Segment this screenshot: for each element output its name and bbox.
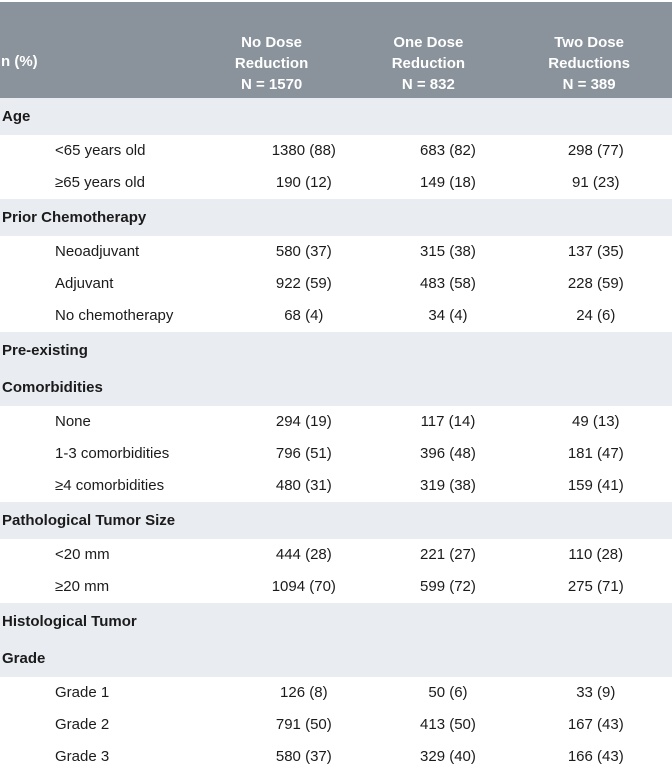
- row-label: ≥65 years old: [55, 174, 145, 191]
- column-header-no-dose-reduction: No Dose Reduction N = 1570: [193, 2, 351, 98]
- cell-value: 791 (50): [275, 716, 332, 733]
- column-header-n: N = 832: [401, 76, 455, 93]
- cell-value: 580 (37): [275, 748, 332, 765]
- column-header-line: Reduction: [234, 55, 309, 72]
- table-row: Grade 2 791 (50) 413 (50) 167 (43): [0, 709, 672, 741]
- row-label: Neoadjuvant: [55, 243, 140, 260]
- cell-value: 167 (43): [567, 716, 624, 733]
- row-label: ≥4 comorbidities: [55, 477, 165, 494]
- cell-value: 275 (71): [567, 578, 624, 595]
- header-corner-label: n (%): [0, 2, 193, 98]
- cell-value: 480 (31): [275, 477, 332, 494]
- table-row: Grade 3 580 (37) 329 (40) 166 (43): [0, 741, 672, 773]
- cell-value: 922 (59): [275, 275, 332, 292]
- cell-value: 396 (48): [420, 445, 476, 462]
- cell-value: 796 (51): [275, 445, 332, 462]
- cell-value: 294 (19): [275, 413, 332, 430]
- section-title-line: Comorbidities: [2, 379, 103, 396]
- row-label: <20 mm: [55, 546, 110, 563]
- cell-value: 166 (43): [567, 748, 624, 765]
- cell-value: 181 (47): [567, 445, 624, 462]
- table-row: <20 mm 444 (28) 221 (27) 110 (28): [0, 539, 672, 571]
- cell-value: 137 (35): [567, 243, 624, 260]
- cell-value: 329 (40): [420, 748, 476, 765]
- row-label: Grade 3: [55, 748, 110, 765]
- cell-value: 117 (14): [420, 413, 476, 430]
- cell-value: 580 (37): [275, 243, 332, 260]
- section-title-line: Grade: [2, 650, 46, 667]
- column-header-line: No Dose: [241, 34, 303, 51]
- row-label: ≥20 mm: [55, 578, 110, 595]
- cell-value: 683 (82): [420, 142, 476, 159]
- section-header: Pathological Tumor Size: [0, 502, 672, 539]
- section-title-line: Histological Tumor: [2, 613, 137, 630]
- cell-value: 319 (38): [420, 477, 476, 494]
- row-label: Grade 2: [55, 716, 110, 733]
- cell-value: 413 (50): [420, 716, 476, 733]
- row-label: <65 years old: [55, 142, 146, 159]
- column-header-line: Reductions: [548, 55, 630, 72]
- row-label: Adjuvant: [55, 275, 114, 292]
- cell-value: 298 (77): [567, 142, 624, 159]
- cell-value: 33 (9): [576, 684, 616, 701]
- table-row: Neoadjuvant 580 (37) 315 (38) 137 (35): [0, 236, 672, 268]
- table-row: None 294 (19) 117 (14) 49 (13): [0, 406, 672, 438]
- table-row: No chemotherapy 68 (4) 34 (4) 24 (6): [0, 300, 672, 332]
- section-title-line: Prior Chemotherapy: [2, 209, 147, 226]
- cell-value: 68 (4): [284, 307, 324, 324]
- cell-value: 24 (6): [576, 307, 616, 324]
- row-label: Grade 1: [55, 684, 110, 701]
- table-row: ≥65 years old 190 (12) 149 (18) 91 (23): [0, 167, 672, 199]
- cell-value: 91 (23): [572, 174, 620, 191]
- cell-value: 221 (27): [420, 546, 476, 563]
- cell-value: 49 (13): [572, 413, 620, 430]
- table-row: 1-3 comorbidities 796 (51) 396 (48) 181 (47…: [0, 438, 672, 470]
- cell-value: 50 (6): [428, 684, 468, 701]
- cell-value: 110 (28): [568, 546, 624, 563]
- row-label: None: [55, 413, 91, 430]
- cell-value: 483 (58): [420, 275, 476, 292]
- table-row: Adjuvant 922 (59) 483 (58) 228 (59): [0, 268, 672, 300]
- column-header-n: N = 1570: [240, 76, 303, 93]
- cell-value: 34 (4): [428, 307, 468, 324]
- column-header-n: N = 389: [562, 76, 616, 93]
- table-row: <65 years old 1380 (88) 683 (82) 298 (77): [0, 135, 672, 167]
- cell-value: 149 (18): [420, 174, 476, 191]
- section-header: Age: [0, 98, 672, 135]
- row-label: No chemotherapy: [55, 307, 174, 324]
- cell-value: 444 (28): [275, 546, 332, 563]
- section-header: Pre-existing Comorbidities: [0, 332, 672, 406]
- table-row: Grade 1 126 (8) 50 (6) 33 (9): [0, 677, 672, 709]
- cell-value: 599 (72): [420, 578, 476, 595]
- cell-value: 190 (12): [275, 174, 332, 191]
- table-header-row: n (%) No Dose Reduction N = 1570 One Dos…: [0, 2, 672, 98]
- section-header: Prior Chemotherapy: [0, 199, 672, 236]
- cell-value: 126 (8): [280, 684, 328, 701]
- column-header-one-dose-reduction: One Dose Reduction N = 832: [350, 2, 506, 98]
- section-header: Histological Tumor Grade: [0, 603, 672, 677]
- table-body: Age <65 years old 1380 (88) 683 (82) 298 (77…: [0, 98, 672, 773]
- cell-value: 1380 (88): [271, 142, 336, 159]
- cell-value: 159 (41): [567, 477, 624, 494]
- column-header-line: Reduction: [391, 55, 466, 72]
- row-label: 1-3 comorbidities: [55, 445, 170, 462]
- corner-label-text: n (%): [1, 53, 38, 70]
- column-header-line: Two Dose: [554, 34, 624, 51]
- cell-value: 315 (38): [420, 243, 476, 260]
- section-title-line: Pre-existing: [2, 342, 88, 359]
- section-title-line: Pathological Tumor Size: [2, 512, 176, 529]
- section-title-line: Age: [2, 108, 31, 125]
- cell-value: 1094 (70): [271, 578, 336, 595]
- cell-value: 228 (59): [567, 275, 624, 292]
- column-header-line: One Dose: [393, 34, 464, 51]
- column-header-two-dose-reductions: Two Dose Reductions N = 389: [506, 2, 672, 98]
- table-row: ≥20 mm 1094 (70) 599 (72) 275 (71): [0, 571, 672, 603]
- table-row: ≥4 comorbidities 480 (31) 319 (38) 159 (41): [0, 470, 672, 502]
